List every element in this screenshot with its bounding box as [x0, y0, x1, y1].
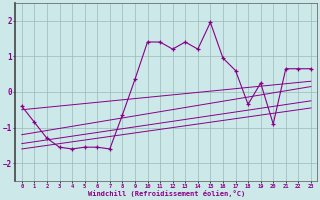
- X-axis label: Windchill (Refroidissement éolien,°C): Windchill (Refroidissement éolien,°C): [88, 190, 245, 197]
